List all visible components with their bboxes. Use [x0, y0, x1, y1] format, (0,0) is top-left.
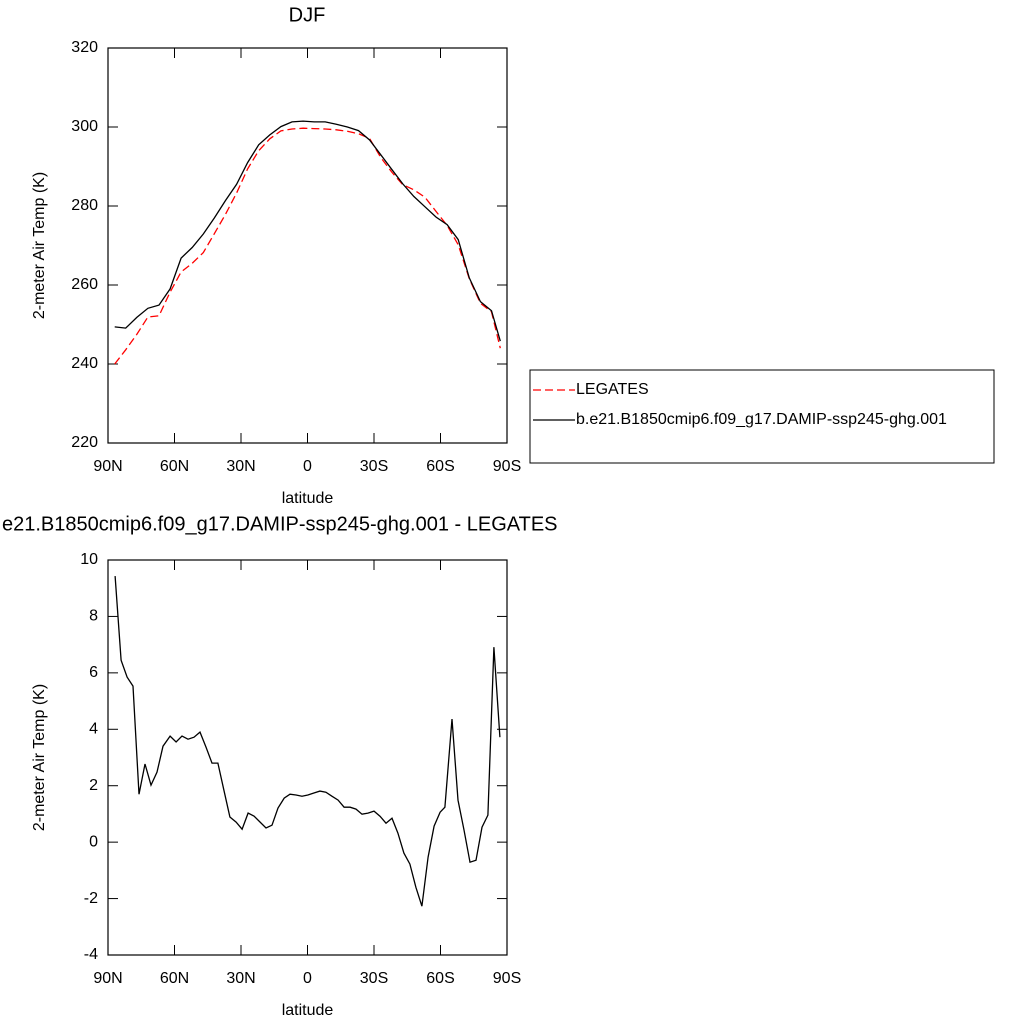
x-tick-label: 90N — [93, 970, 122, 987]
x-tick-label: 30S — [360, 970, 388, 987]
x-tick-label: 30N — [226, 458, 255, 475]
y-axis-label: 2-meter Air Temp (K) — [31, 172, 48, 319]
x-tick-label: 90S — [493, 970, 521, 987]
y-tick-label: 240 — [71, 355, 98, 372]
x-tick-label: 90N — [93, 458, 122, 475]
y-tick-label: 10 — [80, 551, 98, 568]
y-axis-label: 2-meter Air Temp (K) — [31, 684, 48, 831]
x-tick-label: 60S — [426, 970, 454, 987]
y-tick-label: 280 — [71, 197, 98, 214]
y-tick-label: -2 — [84, 890, 98, 907]
data-line — [114, 127, 501, 365]
plot-frame — [107, 47, 508, 444]
y-tick-label: 4 — [89, 721, 98, 738]
x-tick-label: 0 — [303, 458, 312, 475]
data-line — [114, 576, 501, 907]
x-tick-label: 30N — [226, 970, 255, 987]
x-tick-label: 60N — [160, 458, 189, 475]
x-axis-label: latitude — [282, 1002, 334, 1019]
y-tick-label: 2 — [89, 777, 98, 794]
y-tick-label: 320 — [71, 39, 98, 56]
x-tick-label: 60S — [426, 458, 454, 475]
chart-title: DJF — [289, 4, 326, 26]
x-tick-label: 60N — [160, 970, 189, 987]
plot-frame — [107, 559, 508, 956]
data-line — [114, 120, 501, 342]
y-tick-label: 6 — [89, 664, 98, 681]
y-tick-label: 0 — [89, 833, 98, 850]
x-tick-label: 30S — [360, 458, 388, 475]
y-tick-label: 260 — [71, 276, 98, 293]
x-tick-label: 0 — [303, 970, 312, 987]
chart-title: e21.B1850cmip6.f09_g17.DAMIP-ssp245-ghg.… — [2, 513, 558, 535]
y-tick-label: 220 — [71, 434, 98, 451]
legend-label: LEGATES — [576, 381, 649, 398]
legend-box — [529, 369, 995, 464]
y-tick-label: -4 — [84, 946, 98, 963]
x-axis-label: latitude — [282, 490, 334, 507]
x-tick-label: 90S — [493, 458, 521, 475]
y-tick-label: 8 — [89, 608, 98, 625]
y-tick-label: 300 — [71, 118, 98, 135]
legend-label: b.e21.B1850cmip6.f09_g17.DAMIP-ssp245-gh… — [576, 411, 947, 428]
